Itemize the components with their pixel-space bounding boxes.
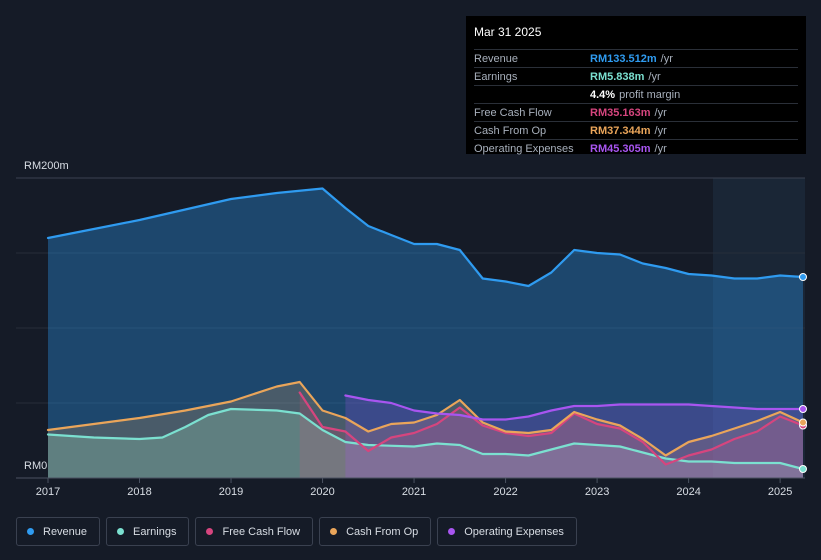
earnings-line [46, 407, 805, 471]
legend-dot-icon [117, 528, 125, 535]
tooltip-row: Free Cash Flow RM35.163m/yr [474, 103, 798, 121]
tooltip-row: Cash From Op RM37.344m/yr [474, 121, 798, 139]
series-lines [46, 187, 805, 471]
cash-from-op-end-dot [799, 418, 807, 427]
x-tick-label: 2022 [493, 486, 517, 498]
tooltip-row-unit: /yr [648, 70, 661, 83]
legend-item-label: Cash From Op [346, 525, 419, 538]
operating-expenses-end-dot [799, 405, 807, 413]
x-tick-label: 2018 [127, 486, 151, 498]
free-cash-flow-area [299, 392, 803, 478]
tooltip-row-unit: /yr [654, 106, 667, 119]
tooltip-row: Earnings RM5.838m/yr [474, 67, 798, 85]
revenue-end-dot [799, 273, 807, 281]
legend-item-label: Operating Expenses [464, 525, 564, 538]
x-tick-label: 2023 [585, 486, 609, 498]
series-areas [48, 188, 803, 478]
tooltip-row-label: Earnings [474, 70, 518, 83]
legend-dot-icon [330, 528, 338, 535]
tooltip-row: Revenue RM133.512m/yr [474, 49, 798, 67]
tooltip-row-value: RM5.838m [590, 70, 645, 83]
legend-item-earnings[interactable]: Earnings [106, 517, 190, 546]
cash-from-op-line [46, 380, 805, 457]
x-tick-label: 2021 [402, 486, 426, 498]
tooltip-row-value: 4.4% [590, 88, 616, 101]
legend-item-label: Revenue [43, 525, 88, 538]
tooltip-row-unit: /yr [654, 142, 667, 155]
tooltip-row-unit: /yr [654, 124, 667, 137]
legend-item-operating-expenses[interactable]: Operating Expenses [437, 517, 577, 546]
x-tick-label: 2025 [768, 486, 792, 498]
legend-item-revenue[interactable]: Revenue [16, 517, 101, 546]
legend-dot-icon [448, 528, 456, 535]
earnings-area [48, 409, 803, 478]
tooltip-row: Operating Expenses RM45.305m/yr [474, 139, 798, 157]
operating-expenses-line [344, 394, 805, 421]
y-axis-top-label: RM200m [24, 160, 69, 172]
tooltip-panel: Mar 31 2025 Revenue RM133.512m/yr Earnings… [466, 16, 806, 157]
tooltip-row-value: RM37.344m [590, 124, 651, 137]
legend-dot-icon [206, 528, 214, 535]
x-tick-label: 2020 [310, 486, 334, 498]
tooltip-row-label: Free Cash Flow [474, 106, 552, 119]
revenue-line [46, 187, 805, 288]
cash-from-op-area [48, 382, 803, 478]
x-tick-label: 2024 [676, 486, 700, 498]
tooltip-row-value: RM45.305m [590, 142, 651, 155]
tooltip-row-value: RM35.163m [590, 106, 651, 119]
tooltip-row-unit: /yr [660, 52, 673, 65]
x-tick-label: 2019 [219, 486, 243, 498]
tooltip-rows: Revenue RM133.512m/yr Earnings RM5.838m/yr 4… [474, 49, 798, 157]
tooltip-row: 4.4% profit margin [474, 85, 798, 103]
tooltip-date: Mar 31 2025 [474, 25, 542, 39]
legend-item-free-cash-flow[interactable]: Free Cash Flow [195, 517, 314, 546]
operating-expenses-area [345, 395, 803, 478]
earnings-end-dot [799, 465, 807, 473]
series-end-dots [799, 273, 807, 473]
tooltip-row-label: Cash From Op [474, 124, 547, 137]
legend-item-label: Free Cash Flow [222, 525, 301, 538]
legend-item-label: Earnings [133, 525, 177, 538]
tooltip-row-label: Revenue [474, 52, 519, 65]
free-cash-flow-line [298, 391, 805, 466]
tooltip-row-value: RM133.512m [590, 52, 657, 65]
tooltip-row-unit: profit margin [619, 88, 681, 101]
tooltip-row-label: Operating Expenses [474, 142, 574, 155]
x-tick-label: 2017 [36, 486, 60, 498]
gridlines [16, 177, 805, 404]
y-axis-bottom-label: RM0 [24, 460, 48, 472]
x-axis-ticks: 2017 2018 2019 2020 2021 2022 2023 2024 2025 [36, 478, 792, 498]
legend-item-cash-from-op[interactable]: Cash From Op [319, 517, 432, 546]
legend: Revenue Earnings Free Cash Flow Cash From O… [16, 517, 577, 546]
legend-dot-icon [27, 528, 34, 535]
